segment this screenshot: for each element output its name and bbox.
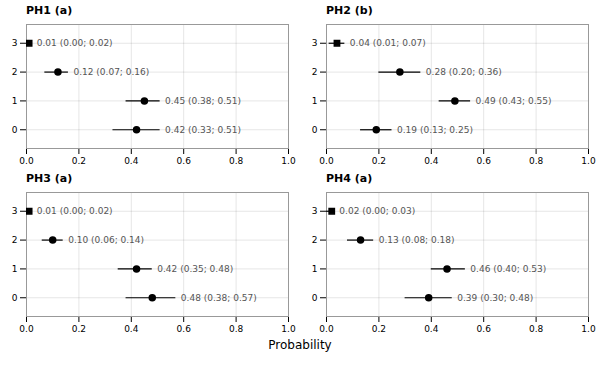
svg-text:0: 0 [312, 293, 318, 303]
html-text:PH2 (b): PH2 (b) [326, 4, 373, 17]
svg-text:0: 0 [12, 293, 18, 303]
svg-text:0.10 (0.06; 0.14): 0.10 (0.06; 0.14) [68, 235, 144, 245]
svg-text:0.6: 0.6 [477, 324, 492, 334]
svg-text:2: 2 [12, 67, 18, 77]
svg-text:0.0: 0.0 [19, 324, 34, 334]
svg-text:1.0: 1.0 [581, 324, 596, 334]
svg-text:0.8: 0.8 [529, 156, 544, 166]
html-text:PH4 (a): PH4 (a) [326, 172, 373, 185]
svg-text:0.39 (0.30; 0.48): 0.39 (0.30; 0.48) [457, 293, 533, 303]
svg-text:0.8: 0.8 [529, 324, 544, 334]
svg-text:0.2: 0.2 [72, 156, 86, 166]
svg-text:0.4: 0.4 [124, 156, 139, 166]
svg-text:0.2: 0.2 [372, 156, 386, 166]
svg-text:0.0: 0.0 [319, 324, 334, 334]
svg-text:0.28 (0.20; 0.36): 0.28 (0.20; 0.36) [426, 67, 502, 77]
svg-text:1: 1 [12, 264, 18, 274]
svg-text:1.0: 1.0 [281, 324, 296, 334]
svg-text:0.4: 0.4 [424, 156, 439, 166]
html-text:PH3 (a): PH3 (a) [26, 172, 73, 185]
svg-text:3: 3 [12, 38, 18, 48]
svg-text:3: 3 [12, 206, 18, 216]
svg-text:0.6: 0.6 [177, 156, 192, 166]
svg-text:0.46 (0.40; 0.53): 0.46 (0.40; 0.53) [470, 264, 546, 274]
svg-text:1: 1 [12, 96, 18, 106]
svg-text:0.2: 0.2 [72, 324, 86, 334]
svg-text:0.01 (0.00; 0.02): 0.01 (0.00; 0.02) [37, 38, 113, 48]
svg-text:2: 2 [312, 67, 318, 77]
svg-text:3: 3 [312, 206, 318, 216]
svg-text:0.48 (0.38; 0.57): 0.48 (0.38; 0.57) [181, 293, 257, 303]
svg-text:0.4: 0.4 [124, 324, 139, 334]
svg-text:1: 1 [312, 96, 318, 106]
svg-text:0.2: 0.2 [372, 324, 386, 334]
svg-text:2: 2 [12, 235, 18, 245]
svg-text:0.19 (0.13; 0.25): 0.19 (0.13; 0.25) [397, 125, 473, 135]
svg-text:1.0: 1.0 [581, 156, 596, 166]
svg-text:1: 1 [312, 264, 318, 274]
svg-text:0.01 (0.00; 0.02): 0.01 (0.00; 0.02) [37, 206, 113, 216]
svg-text:0.8: 0.8 [229, 324, 244, 334]
svg-text:2: 2 [312, 235, 318, 245]
svg-text:0.12 (0.07; 0.16): 0.12 (0.07; 0.16) [73, 67, 149, 77]
svg-text:0.4: 0.4 [424, 324, 439, 334]
svg-text:0.6: 0.6 [177, 324, 192, 334]
svg-text:3: 3 [312, 38, 318, 48]
svg-text:0.49 (0.43; 0.55): 0.49 (0.43; 0.55) [476, 96, 552, 106]
svg-text:0.42 (0.35; 0.48): 0.42 (0.35; 0.48) [157, 264, 233, 274]
svg-text:0: 0 [12, 125, 18, 135]
svg-text:0: 0 [312, 125, 318, 135]
svg-text:0.13 (0.08; 0.18): 0.13 (0.08; 0.18) [379, 235, 455, 245]
svg-text:0.45 (0.38; 0.51): 0.45 (0.38; 0.51) [165, 96, 241, 106]
html-text:Probability: Probability [268, 338, 332, 352]
svg-text:0.02 (0.00; 0.03): 0.02 (0.00; 0.03) [339, 206, 415, 216]
svg-text:0.8: 0.8 [229, 156, 244, 166]
html-text:PH1 (a): PH1 (a) [26, 4, 73, 17]
svg-text:0.0: 0.0 [19, 156, 34, 166]
svg-text:0.0: 0.0 [319, 156, 334, 166]
svg-text:1.0: 1.0 [281, 156, 296, 166]
svg-text:0.42 (0.33; 0.51): 0.42 (0.33; 0.51) [165, 125, 241, 135]
svg-text:0.6: 0.6 [477, 156, 492, 166]
svg-text:0.04 (0.01; 0.07): 0.04 (0.01; 0.07) [350, 38, 426, 48]
